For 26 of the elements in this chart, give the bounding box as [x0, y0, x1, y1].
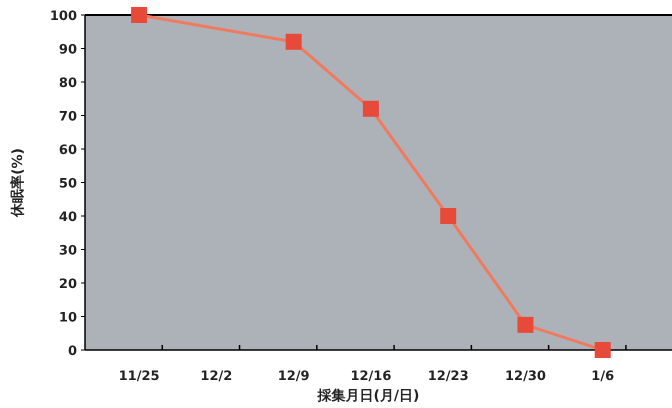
point [131, 7, 148, 23]
y-tick-label: 60 [58, 143, 77, 158]
x-tick-label: 11/25 [118, 369, 160, 384]
y-tick-label: 70 [58, 110, 77, 124]
x-tick-label: 12/30 [504, 369, 546, 384]
point [286, 34, 302, 50]
y-tick-label: 40 [58, 210, 77, 225]
y-tick-label: 90 [58, 42, 77, 58]
y-tick-label: 80 [58, 76, 77, 91]
y-tick-label: 20 [58, 277, 77, 292]
y-tick-label: 10 [58, 310, 77, 326]
point [517, 316, 534, 333]
x-tick-label: 12/2 [200, 369, 232, 384]
y-tick-label: 0 [68, 344, 77, 359]
y-tick-label: 100 [50, 9, 77, 24]
y-tick-label: 50 [58, 176, 77, 192]
x-tick-label: 12/16 [350, 369, 392, 384]
y-axis-title: 休眠率(%) [9, 148, 26, 218]
x-tick-label: 1/6 [591, 369, 614, 384]
x-tick-label: 12/23 [428, 369, 469, 384]
y-tick-label: 30 [58, 244, 77, 258]
point [362, 100, 379, 117]
x-axis-title: 採集月日(月/日) [316, 388, 420, 404]
point [440, 208, 456, 224]
point [594, 342, 611, 358]
x-tick-label: 12/9 [278, 369, 310, 384]
